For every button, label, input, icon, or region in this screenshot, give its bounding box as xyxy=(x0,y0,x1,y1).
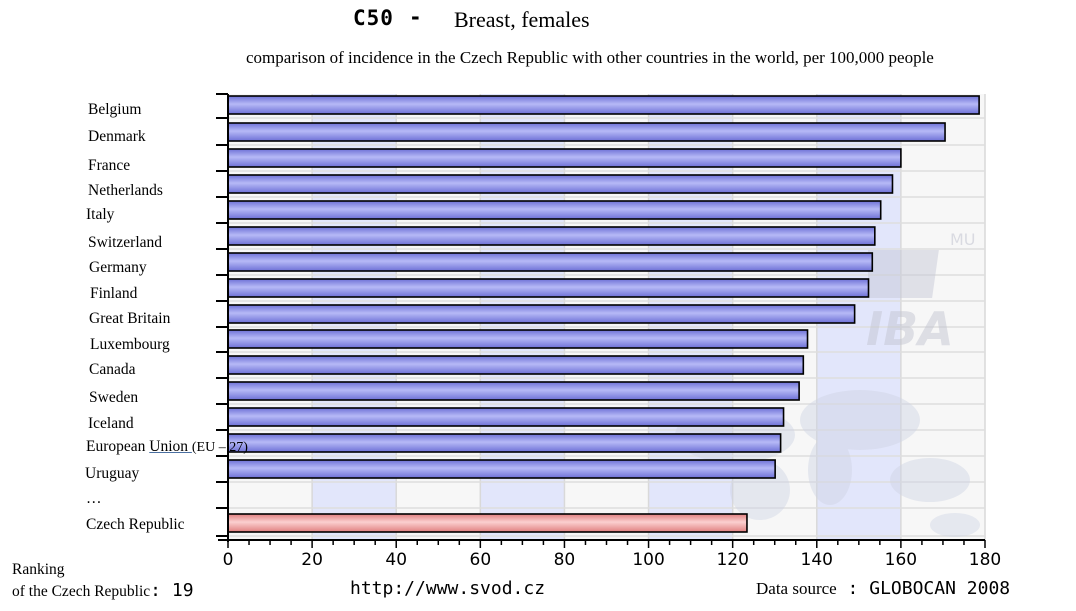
x-tick-label: 100 xyxy=(632,550,664,570)
category-label: Germany xyxy=(89,259,147,276)
x-tick-label: 80 xyxy=(554,550,576,570)
data-source-colon: : xyxy=(836,578,870,599)
category-label: Sweden xyxy=(89,389,139,406)
bar xyxy=(227,381,800,401)
eu-label-link: Union xyxy=(149,438,192,455)
category-label: Great Britain xyxy=(89,310,171,327)
data-source: Data source : GLOBOCAN 2008 xyxy=(756,578,1010,599)
category-label: Luxembourg xyxy=(90,336,170,353)
category-label: Italy xyxy=(86,206,115,223)
bar-czech-republic xyxy=(227,513,748,533)
source-url: http://www.svod.cz xyxy=(350,578,546,599)
category-label: Canada xyxy=(89,361,136,378)
x-tick-label: 160 xyxy=(885,550,917,570)
bar xyxy=(227,122,946,142)
category-label: Uruguay xyxy=(85,465,140,482)
category-label: Finland xyxy=(90,285,138,302)
bar xyxy=(227,278,870,298)
category-label: Netherlands xyxy=(88,182,163,199)
bar xyxy=(227,459,776,479)
x-tick-label: 60 xyxy=(470,550,492,570)
bar xyxy=(227,407,785,427)
data-source-name: GLOBOCAN 2008 xyxy=(869,578,1011,599)
ranking-label: Ranking xyxy=(12,561,65,578)
x-tick-label: 40 xyxy=(385,550,407,570)
category-label: Denmark xyxy=(88,128,146,145)
ranking-colon: : xyxy=(150,580,172,601)
bar xyxy=(227,174,894,194)
ranking-sublabel: of the Czech Republic: 19 xyxy=(12,580,194,601)
bar xyxy=(227,355,805,375)
bar xyxy=(227,200,882,220)
x-ticks: 0 20 40 60 80 100 120 140 160 180 xyxy=(223,550,1002,570)
page-title: Breast, females xyxy=(454,7,590,32)
title-code: C50 xyxy=(353,6,394,30)
bar xyxy=(227,95,980,115)
watermark-iba: IBA xyxy=(866,302,954,356)
x-tick-label: 120 xyxy=(716,550,748,570)
ranking-text: of the Czech Republic xyxy=(12,583,151,600)
bar xyxy=(227,252,874,272)
category-label: Belgium xyxy=(88,101,142,118)
data-source-label: Data source xyxy=(756,579,837,598)
bar xyxy=(227,433,782,453)
category-label: France xyxy=(88,157,131,174)
category-label: Switzerland xyxy=(88,234,163,251)
bar xyxy=(227,329,809,349)
category-label-eu: European Union (EU – 27) xyxy=(86,438,248,456)
bar xyxy=(227,304,856,324)
axes xyxy=(216,93,986,548)
x-tick-label: 0 xyxy=(223,550,234,570)
bar xyxy=(227,148,902,168)
iba-logo-icon: MU IBA xyxy=(866,230,976,356)
bar xyxy=(227,226,876,246)
eu-label-suffix: (EU – 27) xyxy=(191,440,248,455)
bars xyxy=(227,95,980,533)
x-tick-label: 20 xyxy=(301,550,323,570)
category-label: … xyxy=(86,490,102,507)
title-dash: - xyxy=(409,5,422,29)
x-tick-label: 180 xyxy=(969,550,1001,570)
ranking-value: 19 xyxy=(171,580,194,601)
chart-subtitle: comparison of incidence in the Czech Rep… xyxy=(246,48,934,67)
eu-label-prefix: European xyxy=(86,438,150,455)
category-label: Czech Republic xyxy=(86,516,185,533)
category-label: Iceland xyxy=(88,415,134,432)
x-tick-label: 140 xyxy=(801,550,833,570)
watermark-mu: MU xyxy=(950,230,976,249)
